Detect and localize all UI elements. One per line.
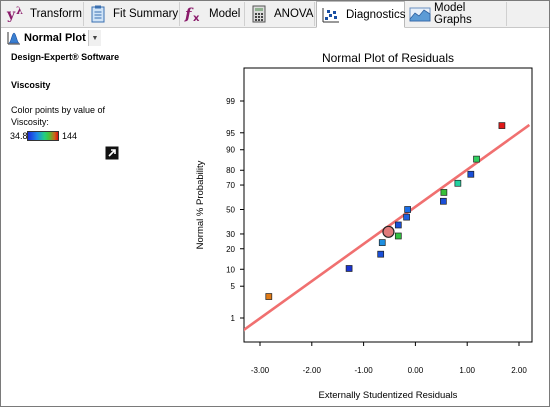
plot-type-dropdown[interactable]: Normal Plot ▼	[7, 30, 101, 46]
plot-type-label: Normal Plot	[24, 32, 86, 44]
y-tick-label-6: 70	[226, 181, 235, 190]
data-point-9	[440, 197, 447, 205]
data-point-6	[394, 221, 402, 229]
color-caption-line2: Viscosity:	[11, 117, 49, 127]
tab-diagnostics[interactable]: Diagnostics	[316, 1, 405, 28]
normal-plot-icon	[7, 31, 21, 45]
color-scale-max: 144	[62, 131, 78, 141]
surface-graph-icon	[409, 5, 431, 23]
response-name: Viscosity	[11, 80, 51, 90]
tab-model-graphs-label: Model Graphs	[434, 2, 472, 26]
data-point-10	[440, 189, 448, 196]
x-tick-label-1: -2.00	[303, 366, 322, 375]
data-point-selected	[382, 225, 395, 238]
svg-text:y: y	[6, 7, 16, 23]
data-point-7	[403, 213, 410, 221]
software-name: Design-Expert® Software	[11, 52, 120, 62]
tab-model-graphs[interactable]: Model Graphs	[405, 2, 507, 26]
y-tick-label-1: 5	[231, 282, 236, 291]
svg-text:x: x	[193, 13, 200, 23]
x-tick-label-2: -1.00	[354, 366, 373, 375]
tab-fit-summary-label: Fit Summary	[113, 8, 179, 20]
data-point-3	[378, 239, 386, 246]
clipboard-icon	[88, 5, 108, 23]
tab-diagnostics-label: Diagnostics	[346, 8, 406, 21]
data-point-0	[265, 293, 273, 300]
y-tick-label-5: 50	[226, 206, 235, 215]
tab-transform-label: Transform	[30, 8, 82, 20]
svg-text:f: f	[184, 5, 194, 23]
data-point-11	[454, 179, 462, 187]
scatter-diagnostics-icon	[321, 6, 341, 24]
graph-toolbar: Normal Plot ▼	[1, 28, 549, 48]
data-point-8	[404, 206, 411, 213]
tab-fit-summary[interactable]: Fit Summary	[84, 2, 180, 26]
y-tick-label-3: 20	[226, 245, 235, 254]
calculator-icon	[249, 5, 269, 23]
data-point-2	[377, 250, 385, 258]
plot-area-frame	[243, 67, 533, 343]
y-tick-label-7: 80	[226, 166, 235, 175]
svg-text:λ: λ	[16, 6, 23, 17]
y-tick-label-0: 1	[231, 314, 236, 323]
data-point-13	[473, 155, 480, 163]
data-point-5	[394, 232, 402, 240]
x-tick-label-5: 2.00	[511, 366, 527, 375]
tab-anova-label: ANOVA	[274, 8, 314, 20]
x-tick-label-4: 1.00	[459, 366, 475, 375]
data-point-14	[498, 122, 506, 129]
data-point-1	[345, 265, 353, 272]
color-scale-min: 34.8	[10, 131, 28, 141]
x-tick-label-3: 0.00	[408, 366, 424, 375]
plot-title: Normal Plot of Residuals	[322, 51, 454, 65]
y-axis-label: Normal % Probability	[195, 160, 206, 249]
tab-model-label: Model	[209, 8, 241, 20]
data-point-12	[467, 170, 475, 178]
tab-anova[interactable]: ANOVA	[245, 2, 315, 26]
y-tick-label-9: 95	[226, 129, 235, 138]
color-scale-bar	[27, 131, 59, 141]
y-tick-label-8: 90	[226, 146, 235, 155]
y-tick-label-2: 10	[226, 265, 235, 274]
y-tick-label-10: 99	[226, 97, 235, 106]
x-tick-label-0: -3.00	[251, 366, 270, 375]
chevron-down-icon[interactable]: ▼	[88, 30, 101, 46]
y-tick-label-4: 30	[226, 230, 235, 239]
x-axis-label: Externally Studentized Residuals	[319, 390, 458, 401]
popout-export-icon[interactable]	[105, 146, 119, 160]
color-caption-line1: Color points by value of	[11, 105, 106, 115]
